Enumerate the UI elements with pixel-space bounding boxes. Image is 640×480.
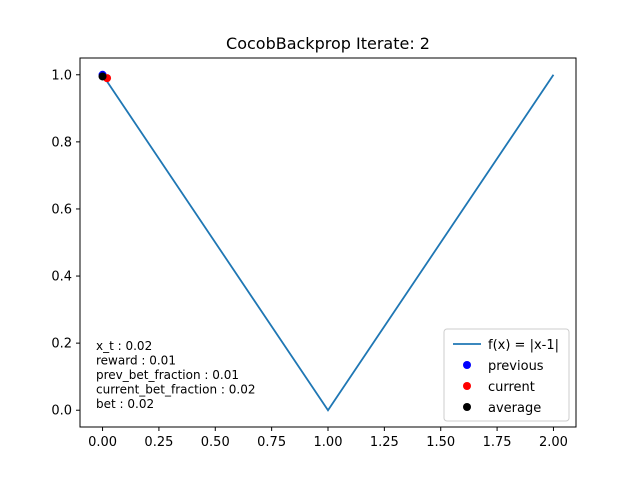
legend-point-marker [463,403,471,411]
legend-label: average [488,401,541,416]
x-tick-label: 0.25 [144,435,173,450]
legend-point-marker [463,382,471,390]
point-average [98,72,107,81]
x-tick-label: 1.50 [426,435,455,450]
x-tick-label: 0.75 [257,435,286,450]
annotation-line: reward : 0.01 [96,354,176,368]
annotation-line: current_bet_fraction : 0.02 [96,383,255,397]
x-tick-label: 1.00 [314,435,343,450]
legend-label: f(x) = |x-1| [488,338,559,353]
x-tick-label: 1.75 [483,435,512,450]
x-tick-label: 0.00 [88,435,117,450]
y-tick-label: 0.8 [51,135,72,150]
y-tick-label: 0.2 [51,337,72,352]
y-tick-label: 0.4 [51,270,72,285]
series-layer [98,70,555,412]
y-tick-label: 1.0 [51,68,72,83]
y-axis: 0.0 0.2 0.4 0.6 0.8 1.0 [51,68,80,419]
series-line-f [101,74,555,412]
legend-point-marker [463,361,471,369]
x-tick-label: 1.25 [370,435,399,450]
chart-title: CocobBackprop Iterate: 2 [226,34,430,53]
legend-label: current [488,380,535,395]
legend-box [443,328,570,422]
x-tick-label: 0.50 [201,435,230,450]
legend-label: previous [488,359,544,374]
x-tick-label: 2.00 [539,435,568,450]
annotation-line: prev_bet_fraction : 0.01 [96,368,239,382]
x-axis: 0.00 0.25 0.50 0.75 1.00 1.25 1.50 1.75 2.00 [88,427,568,450]
y-tick-label: 0.6 [51,202,72,217]
annotation-line: bet : 0.02 [96,397,154,411]
y-tick-label: 0.0 [51,404,72,419]
annotation-line: x_t : 0.02 [96,339,152,353]
legend: f(x) = |x-1| previous current average [443,328,570,422]
